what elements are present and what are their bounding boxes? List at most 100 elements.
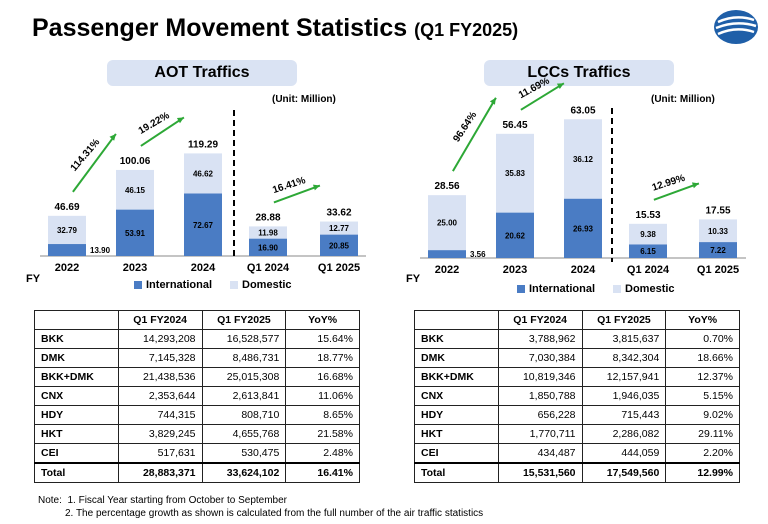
table-cell: 808,710 [201, 405, 287, 425]
data-label-international: 20.85 [329, 241, 350, 250]
table-row: Total 15,531,560 17,549,560 12.99% [414, 462, 740, 483]
table-row: DMK 7,145,328 8,486,731 18.77% [34, 348, 360, 368]
data-label-international: 6.15 [640, 247, 656, 256]
data-label-domestic: 10.33 [708, 227, 729, 236]
data-label-total: 100.06 [120, 156, 151, 167]
table-row: BKK 14,293,208 16,528,577 15.64% [34, 329, 360, 349]
growth-arrow [653, 182, 700, 201]
notes: Note: 1. Fiscal Year starting from Octob… [38, 494, 483, 520]
title-period: (Q1 FY2025) [414, 20, 519, 40]
row-label: Total [34, 462, 119, 483]
row-label: HKT [414, 424, 499, 444]
x-tick-label: Q1 2025 [318, 262, 360, 274]
growth-arrow-head [556, 83, 564, 89]
aot-legend: International Domestic [134, 279, 292, 291]
bar-international [428, 250, 466, 258]
legend-international-label: International [146, 279, 213, 291]
bar-international [48, 244, 86, 256]
table-header-row: Q1 FY2024 Q1 FY2025 YoY% [414, 310, 740, 330]
table-cell: 11.06% [285, 386, 360, 406]
data-label-domestic: 35.83 [505, 169, 526, 178]
table-row: Total 28,883,371 33,624,102 16.41% [34, 462, 360, 483]
note-1: 1. Fiscal Year starting from October to … [67, 495, 288, 506]
row-label: CEI [34, 443, 119, 464]
growth-arrow-head [489, 97, 496, 105]
data-label-total: 46.69 [54, 202, 79, 213]
table-cell: 0.70% [665, 329, 740, 349]
growth-arrow-head [691, 182, 699, 189]
lcc-table: Q1 FY2024 Q1 FY2025 YoY% BKK 3,788,962 3,815… [414, 310, 740, 483]
aot-chart: 32.79 13.90 46.69 2022 46.15 53.91 100.06 2023 4… [40, 110, 366, 274]
data-label-domestic: 12.77 [329, 224, 350, 233]
row-label: DMK [414, 348, 499, 368]
table-cell: 16.41% [285, 462, 360, 483]
table-cell: 29.11% [665, 424, 740, 444]
bar-international [116, 209, 154, 256]
bar-domestic [116, 169, 154, 210]
table-row: BKK 3,788,962 3,815,637 0.70% [414, 329, 740, 349]
data-label-domestic: 11.98 [258, 229, 278, 238]
table-cell: 715,443 [581, 405, 667, 425]
table-cell: 16.68% [285, 367, 360, 387]
row-label: CEI [414, 443, 499, 464]
note-line-2: 2. The percentage growth as shown is cal… [38, 507, 483, 520]
bar-domestic [564, 119, 602, 199]
table-cell: 17,549,560 [581, 462, 667, 483]
bar-domestic [184, 153, 222, 194]
legend-domestic-swatch [613, 285, 622, 293]
table-row: HKT 1,770,711 2,286,082 29.11% [414, 424, 740, 444]
table-cell: 434,487 [497, 443, 583, 464]
row-label: DMK [34, 348, 119, 368]
bar-international [184, 193, 222, 256]
table-cell: 21.58% [285, 424, 360, 444]
row-label: BKK [34, 329, 119, 349]
table-cell: 3,788,962 [497, 329, 583, 349]
table-cell: 16,528,577 [201, 329, 287, 349]
bar-international [564, 198, 602, 258]
growth-arrow [452, 97, 497, 172]
legend-international-label: International [529, 283, 596, 295]
aot-logo-icon [714, 10, 758, 44]
column-header [414, 310, 499, 330]
table-cell: 3,815,637 [581, 329, 667, 349]
table-row: HDY 656,228 715,443 9.02% [414, 405, 740, 425]
growth-arrow-head [312, 184, 320, 191]
table-cell: 33,624,102 [201, 462, 287, 483]
table-cell: 656,228 [497, 405, 583, 425]
table-cell: 18.66% [665, 348, 740, 368]
table-cell: 9.02% [665, 405, 740, 425]
lcc-legend: International Domestic [517, 283, 675, 295]
notes-label: Note: [38, 495, 62, 506]
table-row: BKK+DMK 10,819,346 12,157,941 12.37% [414, 367, 740, 387]
legend-international-swatch [517, 285, 525, 293]
table-cell: 12.37% [665, 367, 740, 387]
table-cell: 2.48% [285, 443, 360, 464]
aot-unit-label: (Unit: Million) [272, 94, 336, 105]
table-row: CNX 1,850,788 1,946,035 5.15% [414, 386, 740, 406]
table-cell: 14,293,208 [117, 329, 203, 349]
table-cell: 4,655,768 [201, 424, 287, 444]
x-tick-label: 2022 [435, 264, 459, 276]
data-label-domestic: 36.12 [573, 155, 594, 164]
table-cell: 2.20% [665, 443, 740, 464]
x-tick-label: Q1 2024 [247, 262, 290, 274]
table-row: BKK+DMK 21,438,536 25,015,308 16.68% [34, 367, 360, 387]
aot-fy-label: FY [26, 273, 41, 285]
table-cell: 8.65% [285, 405, 360, 425]
note-2: 2. The percentage growth as shown is cal… [65, 508, 484, 519]
legend-domestic-label: Domestic [242, 279, 292, 291]
growth-arrow-head [109, 133, 116, 141]
bar-domestic [48, 215, 86, 245]
table-cell: 744,315 [117, 405, 203, 425]
table-row: CEI 434,487 444,059 2.20% [414, 443, 740, 464]
data-label-international: 16.90 [258, 243, 279, 252]
growth-label: 96.64% [451, 110, 479, 144]
data-label-total: 63.05 [570, 105, 595, 116]
table-row: HKT 3,829,245 4,655,768 21.58% [34, 424, 360, 444]
row-label: BKK [414, 329, 499, 349]
data-label-total: 56.45 [502, 120, 527, 131]
data-label-domestic: 9.38 [640, 230, 656, 239]
data-label-international: 72.67 [193, 221, 214, 230]
column-header [34, 310, 119, 330]
data-label-domestic: 32.79 [57, 226, 78, 235]
